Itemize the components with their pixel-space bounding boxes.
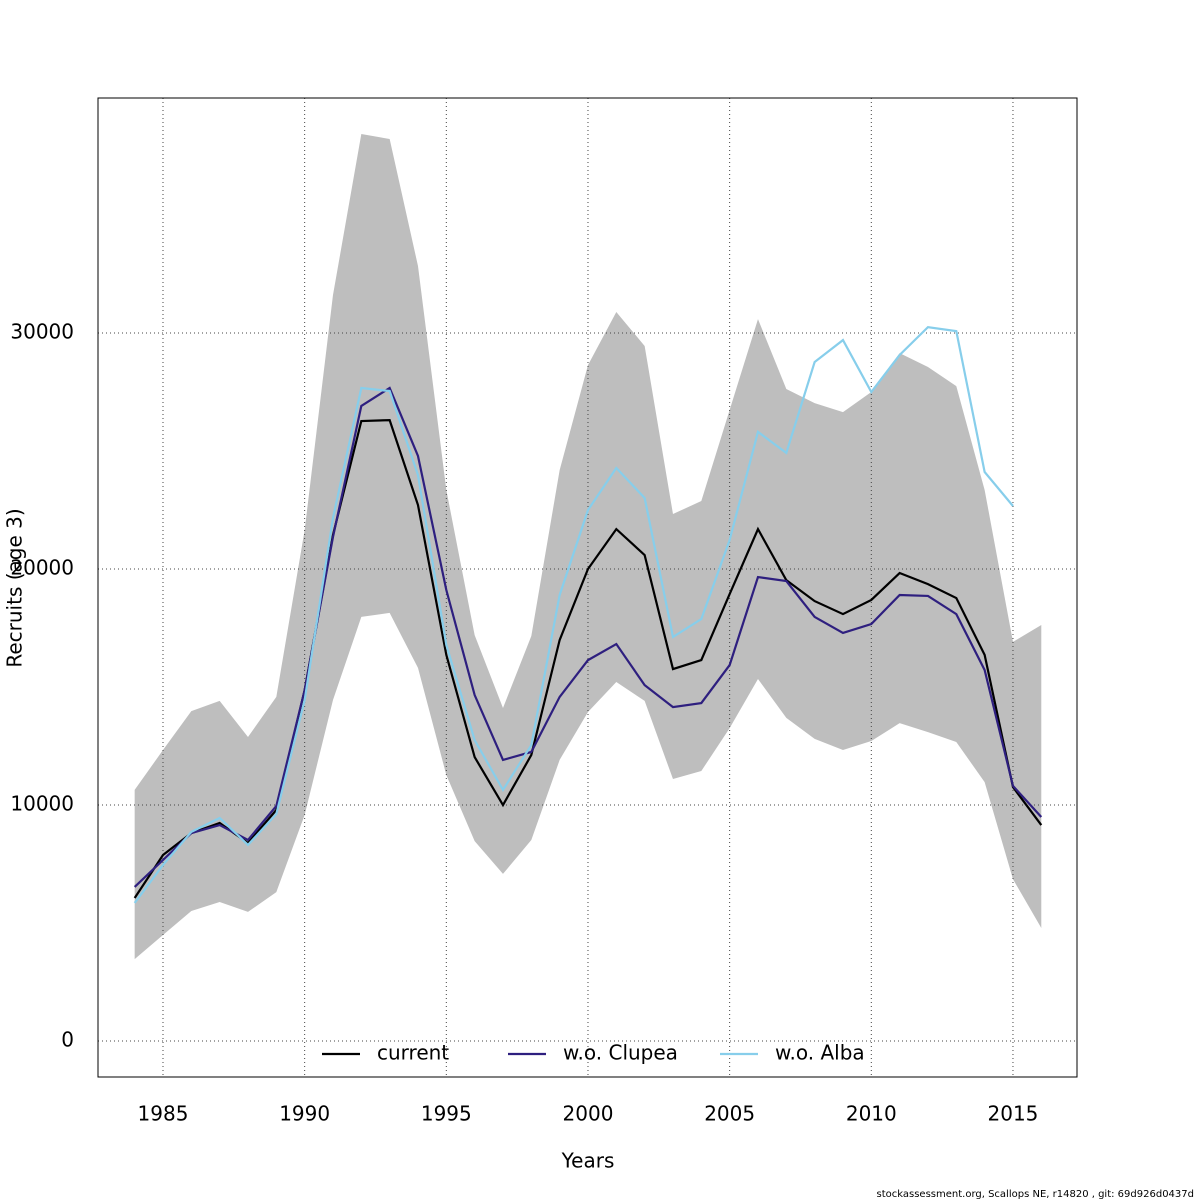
series-line	[133, 386, 1043, 888]
y-tick-label: 30000	[10, 320, 74, 344]
x-tick-label: 2010	[846, 1102, 897, 1126]
x-tick-label: 1990	[279, 1102, 330, 1126]
x-axis-label: Years	[561, 1149, 615, 1173]
y-axis-label: Recruits (age 3)	[3, 508, 27, 667]
x-tick-label: 2005	[704, 1102, 755, 1126]
legend-label: w.o. Alba	[775, 1041, 865, 1065]
x-tick-label: 1995	[421, 1102, 472, 1126]
y-tick-label: 0	[61, 1028, 74, 1052]
plot-frame	[97, 97, 1078, 1078]
legend-label: w.o. Clupea	[563, 1041, 678, 1065]
y-tick-label: 20000	[10, 556, 74, 580]
y-tick-label: 10000	[10, 792, 74, 816]
x-tick-label: 2015	[988, 1102, 1039, 1126]
x-tick-label: 2000	[563, 1102, 614, 1126]
series-line	[133, 325, 1014, 904]
legend-label: current	[377, 1041, 449, 1065]
x-tick-label: 1985	[138, 1102, 189, 1126]
footer: stockassessment.org, Scallops NE, r14820…	[877, 1189, 1194, 1200]
